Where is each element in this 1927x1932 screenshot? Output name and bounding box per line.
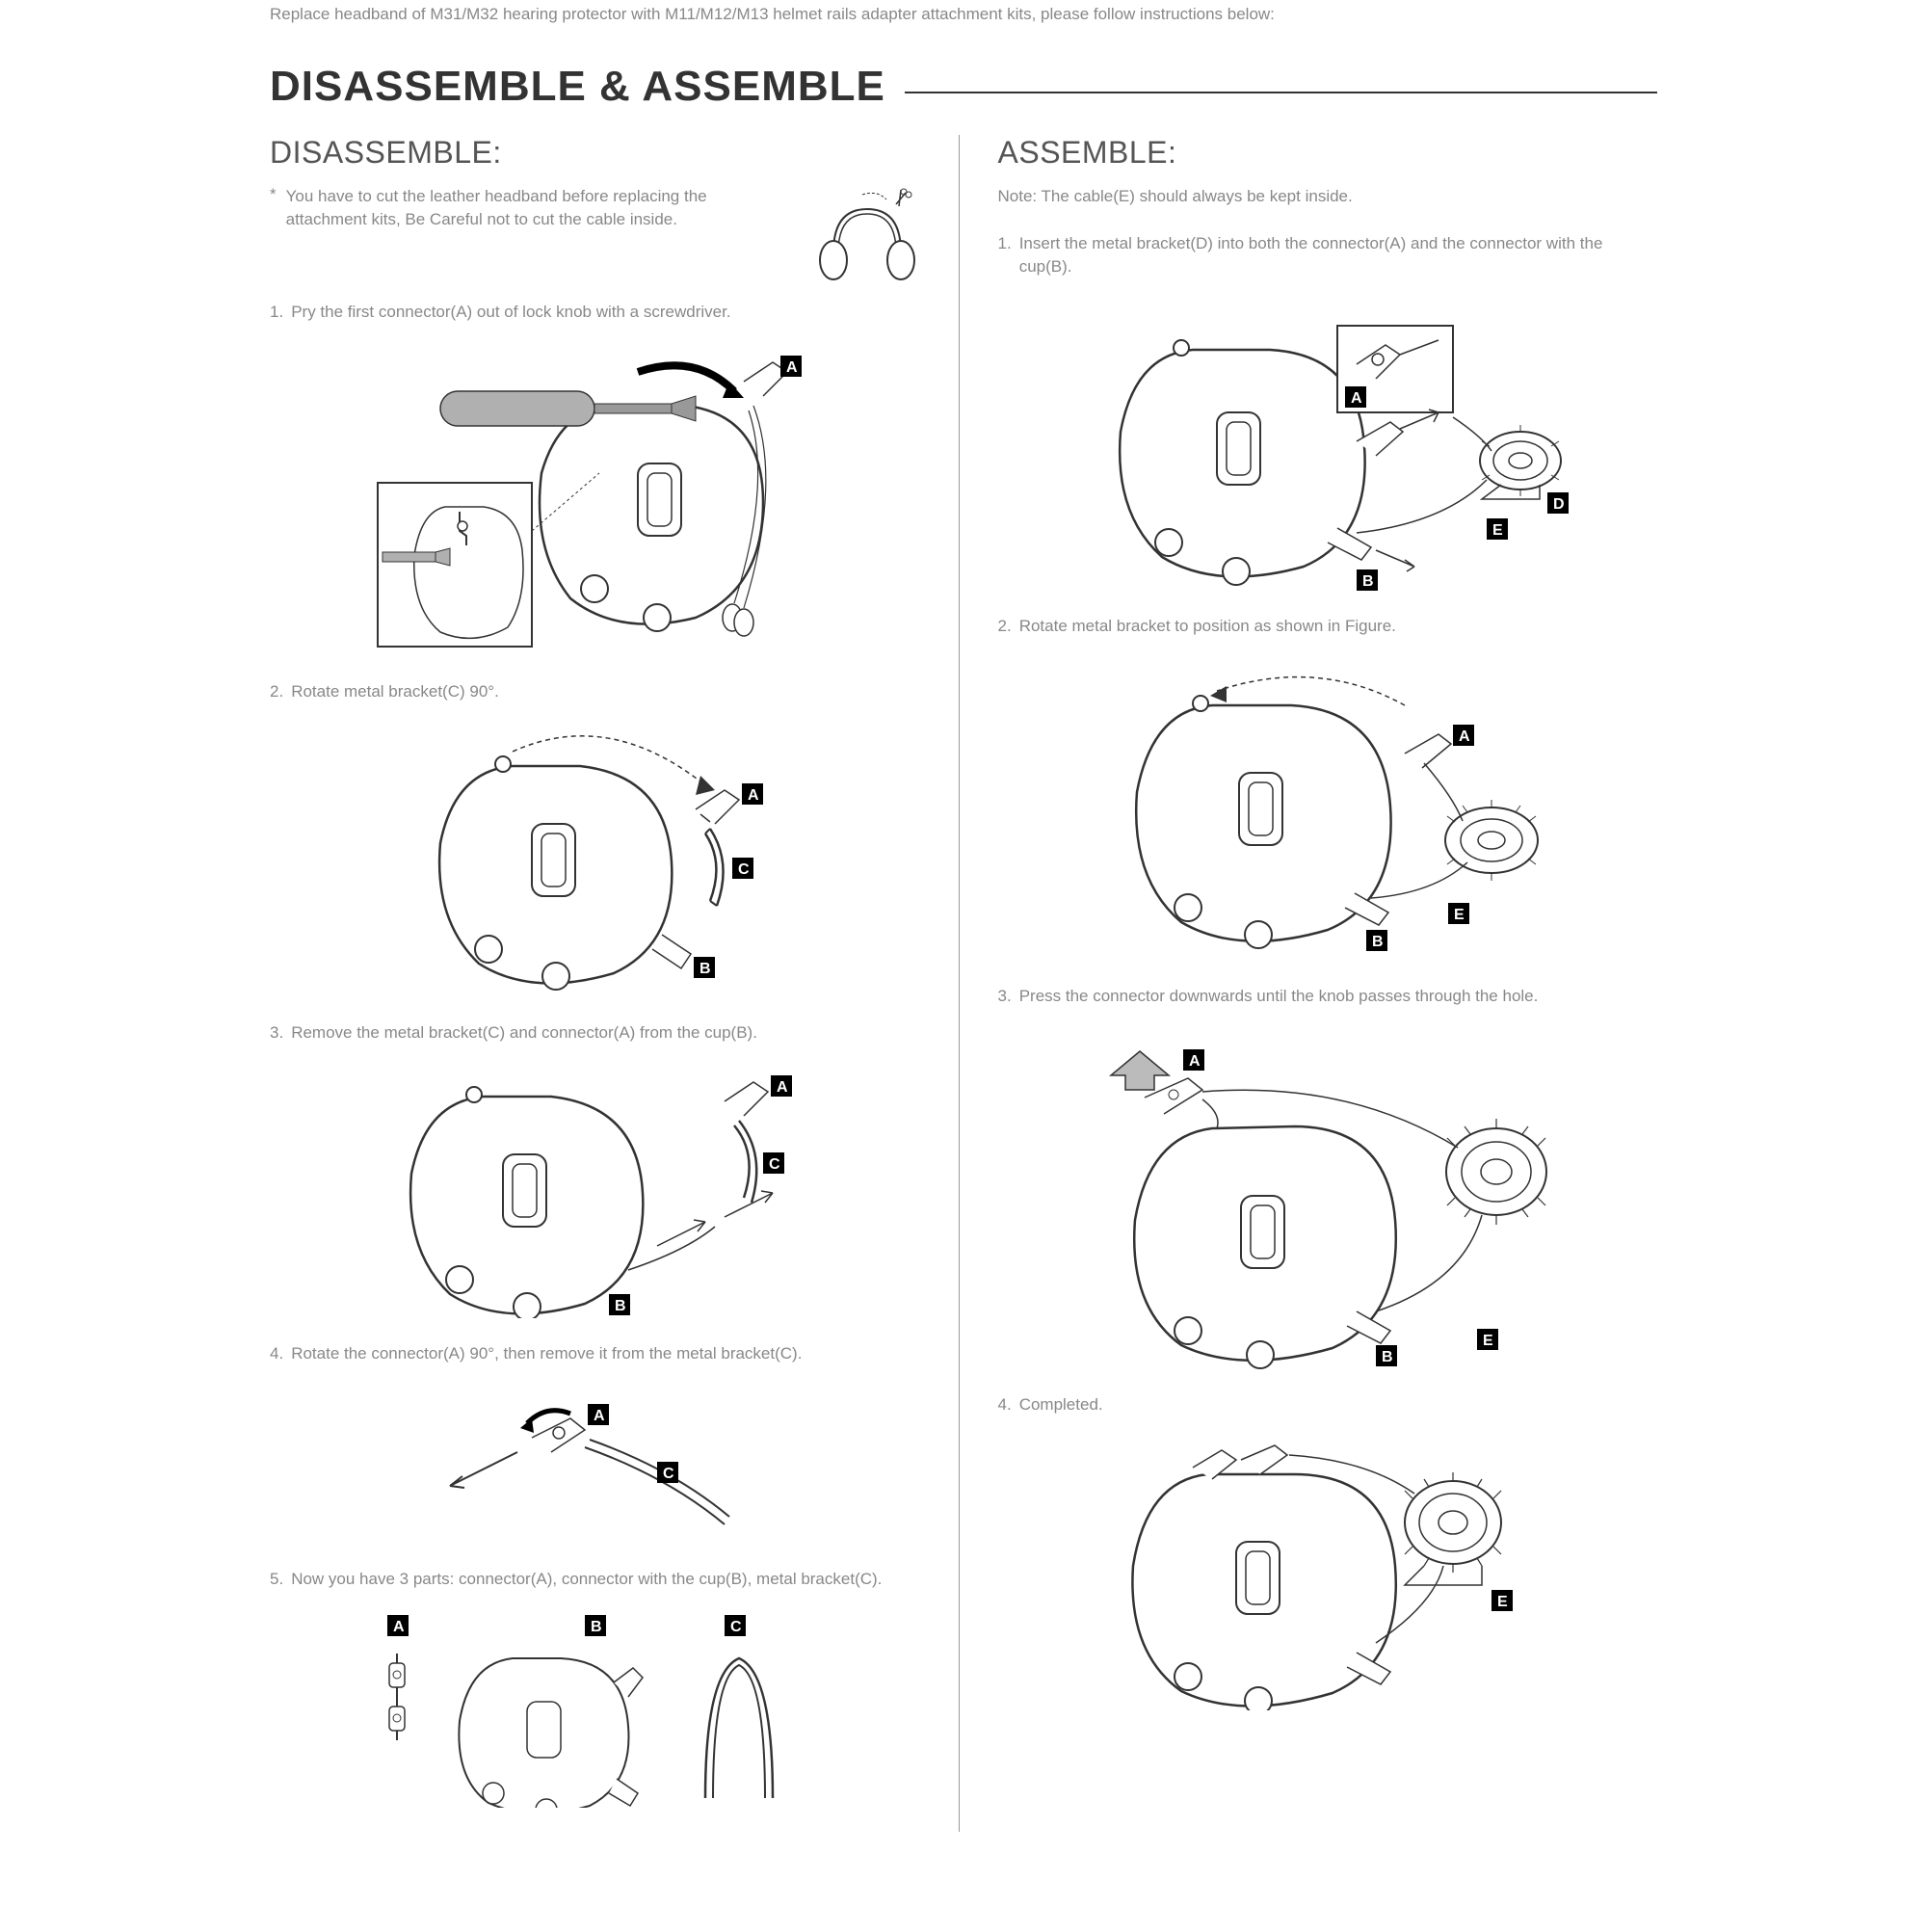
svg-text:E: E xyxy=(1454,907,1465,923)
step-text: Rotate the connector(A) 90°, then remove… xyxy=(291,1342,802,1365)
disassemble-step-2: 2. Rotate metal bracket(C) 90°. xyxy=(270,680,930,997)
step-number: 4. xyxy=(998,1393,1012,1416)
svg-text:A: A xyxy=(1351,390,1362,407)
svg-text:B: B xyxy=(615,1298,626,1314)
diagram-d2: A C B xyxy=(270,718,930,997)
svg-text:B: B xyxy=(1362,573,1374,590)
step-text: Press the connector downwards until the … xyxy=(1019,985,1539,1008)
svg-text:B: B xyxy=(591,1619,602,1635)
step-number: 1. xyxy=(998,232,1012,278)
disassemble-warning: You have to cut the leather headband bef… xyxy=(286,185,785,231)
assemble-step-1: 1. Insert the metal bracket(D) into both… xyxy=(998,232,1658,592)
svg-text:E: E xyxy=(1497,1594,1508,1610)
intro-text: Replace headband of M31/M32 hearing prot… xyxy=(270,5,1657,24)
step-text: Rotate metal bracket(C) 90°. xyxy=(291,680,499,703)
svg-text:A: A xyxy=(1459,728,1470,745)
svg-text:A: A xyxy=(594,1408,605,1424)
step-number: 4. xyxy=(270,1342,283,1365)
disassemble-title: DISASSEMBLE: xyxy=(270,135,930,171)
svg-text:B: B xyxy=(1382,1349,1393,1365)
assemble-column: ASSEMBLE: Note: The cable(E) should alwa… xyxy=(959,135,1658,1832)
svg-text:E: E xyxy=(1492,522,1503,539)
step-text: Pry the first connector(A) out of lock k… xyxy=(291,301,730,324)
step-text: Now you have 3 parts: connector(A), conn… xyxy=(291,1568,882,1591)
step-text: Completed. xyxy=(1019,1393,1103,1416)
diagram-d1: A xyxy=(270,338,930,656)
svg-text:B: B xyxy=(1372,934,1384,950)
svg-text:E: E xyxy=(1483,1333,1493,1349)
assemble-title: ASSEMBLE: xyxy=(998,135,1658,171)
step-number: 3. xyxy=(998,985,1012,1008)
disassemble-step-1: 1. Pry the first connector(A) out of loc… xyxy=(270,301,930,656)
disassemble-column: DISASSEMBLE: * You have to cut the leath… xyxy=(270,135,959,1832)
assemble-step-4: 4. Completed. xyxy=(998,1393,1658,1710)
disassemble-step-3: 3. Remove the metal bracket(C) and conne… xyxy=(270,1021,930,1319)
assemble-step-3: 3. Press the connector downwards until t… xyxy=(998,985,1658,1369)
svg-text:A: A xyxy=(748,787,759,804)
step-number: 1. xyxy=(270,301,283,324)
diagram-a2: A xyxy=(998,652,1658,961)
main-title-row: DISASSEMBLE & ASSEMBLE xyxy=(270,63,1657,111)
svg-text:D: D xyxy=(1553,496,1565,513)
svg-text:A: A xyxy=(786,359,798,376)
assemble-note: Note: The cable(E) should always be kept… xyxy=(998,185,1658,208)
svg-text:C: C xyxy=(769,1156,780,1173)
svg-text:A: A xyxy=(777,1079,788,1096)
step-text: Insert the metal bracket(D) into both th… xyxy=(1019,232,1657,278)
diagram-a4: E xyxy=(998,1431,1658,1710)
svg-text:C: C xyxy=(730,1619,742,1635)
svg-text:A: A xyxy=(393,1619,405,1635)
step-number: 2. xyxy=(998,615,1012,638)
step-text: Rotate metal bracket to position as show… xyxy=(1019,615,1396,638)
step-number: 5. xyxy=(270,1568,283,1591)
disassemble-step-4: 4. Rotate the connector(A) 90°, then rem… xyxy=(270,1342,930,1544)
diagram-d4: A C xyxy=(270,1380,930,1544)
main-title: DISASSEMBLE & ASSEMBLE xyxy=(270,63,885,111)
assemble-step-2: 2. Rotate metal bracket to position as s… xyxy=(998,615,1658,961)
svg-text:A: A xyxy=(1189,1053,1201,1070)
svg-text:C: C xyxy=(738,861,750,878)
step-number: 3. xyxy=(270,1021,283,1045)
title-divider xyxy=(905,92,1657,93)
diagram-d5: A B C xyxy=(270,1605,930,1808)
headband-cut-diagram xyxy=(805,185,930,281)
warning-bullet: * xyxy=(270,185,277,231)
diagram-a3: A xyxy=(998,1022,1658,1369)
diagram-a1: A D xyxy=(998,292,1658,591)
step-text: Remove the metal bracket(C) and connecto… xyxy=(291,1021,757,1045)
step-number: 2. xyxy=(270,680,283,703)
svg-text:B: B xyxy=(700,961,711,977)
diagram-d3: A C B xyxy=(270,1058,930,1318)
svg-text:C: C xyxy=(663,1466,674,1482)
disassemble-step-5: 5. Now you have 3 parts: connector(A), c… xyxy=(270,1568,930,1808)
